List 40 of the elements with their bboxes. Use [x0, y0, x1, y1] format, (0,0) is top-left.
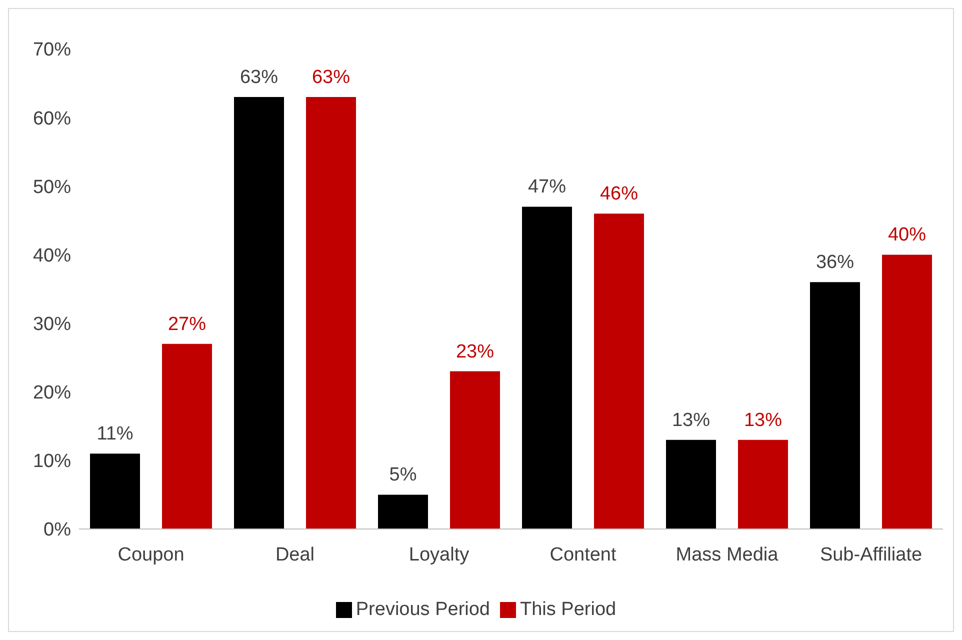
y-tick-label: 10% [32, 451, 72, 472]
data-label: 63% [312, 67, 350, 88]
bar [810, 282, 860, 529]
legend-label: Previous Period [356, 599, 490, 620]
data-label: 13% [744, 410, 782, 431]
legend-label: This Period [520, 599, 616, 620]
bar [378, 494, 428, 529]
bar [90, 454, 140, 529]
y-tick-label: 50% [32, 176, 72, 198]
y-tick-label: 70% [32, 40, 72, 61]
y-tick-label: 60% [32, 108, 72, 130]
data-label: 27% [168, 314, 206, 335]
y-tick-label: 40% [32, 245, 72, 266]
bar [306, 97, 356, 529]
data-label: 5% [389, 464, 417, 486]
x-tick-label: Loyalty [408, 544, 470, 566]
data-label: 36% [816, 252, 854, 274]
x-tick-label: Content [550, 544, 617, 566]
data-label: 11% [96, 424, 134, 445]
y-tick-label: 0% [44, 520, 72, 541]
data-label: 13% [672, 410, 710, 431]
y-tick-label: 30% [32, 314, 72, 336]
bar [450, 371, 500, 529]
x-tick-label: Mass Media [676, 544, 779, 566]
data-label: 46% [600, 184, 638, 205]
bar [162, 344, 212, 529]
x-tick-label: Coupon [118, 544, 184, 566]
bar [666, 440, 716, 529]
data-label: 47% [528, 176, 566, 198]
x-tick-label: Sub-Affiliate [820, 544, 922, 566]
bar [234, 97, 284, 529]
x-tick-label: Deal [275, 544, 315, 566]
data-label: 23% [456, 341, 494, 362]
bar [522, 206, 572, 529]
bar [738, 440, 788, 529]
y-tick-label: 20% [32, 382, 72, 404]
bar [882, 254, 932, 529]
bar [594, 214, 644, 529]
data-label: 40% [888, 224, 926, 246]
data-label: 63% [240, 67, 278, 88]
